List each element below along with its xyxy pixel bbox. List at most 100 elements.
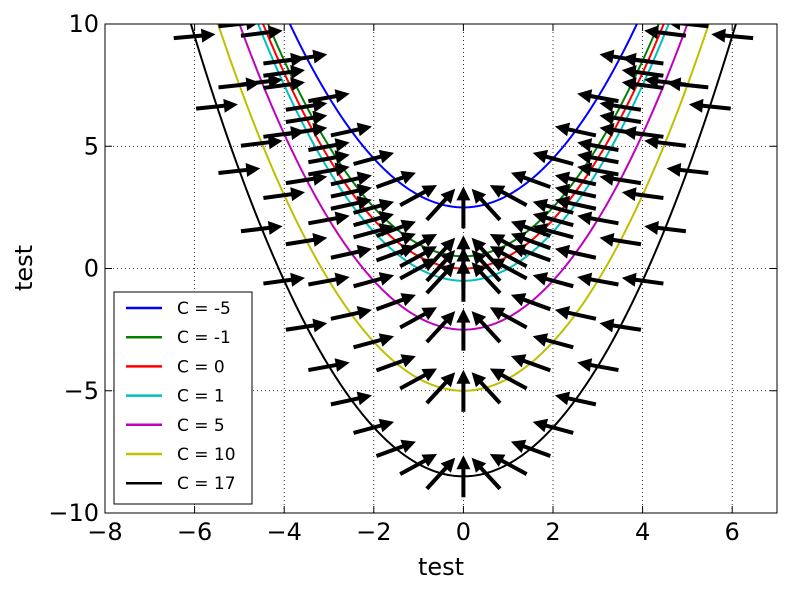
field-arrow: [330, 183, 372, 199]
field-arrow: [489, 185, 528, 207]
field-arrow: [554, 244, 597, 260]
field-arrow: [666, 163, 709, 177]
field-arrow: [399, 454, 437, 476]
field-arrow: [285, 318, 328, 333]
field-arrow: [666, 77, 709, 92]
field-arrow: [195, 98, 238, 113]
field-arrow: [425, 188, 456, 222]
y-tick-label: 5: [84, 132, 99, 160]
x-axis-label: test: [418, 553, 464, 581]
field-arrow: [375, 439, 416, 458]
field-arrow: [489, 454, 528, 476]
x-tick-label: −6: [177, 518, 212, 546]
field-arrow: [577, 272, 619, 287]
y-tick-label: 0: [84, 255, 99, 283]
legend-box: [113, 291, 253, 505]
field-arrow: [263, 52, 305, 67]
y-axis-ticks: −10 −5 0 5 10: [48, 10, 777, 527]
field-arrow: [577, 358, 619, 372]
legend-label: C = -5: [177, 299, 231, 319]
legend-label: C = 1: [177, 387, 225, 407]
field-arrow: [330, 171, 372, 187]
field-arrow: [285, 98, 328, 113]
field-arrow: [330, 391, 372, 407]
field-arrow: [510, 354, 551, 373]
field-arrow: [554, 391, 597, 407]
field-arrow: [621, 52, 664, 67]
field-arrow: [308, 272, 350, 287]
field-arrow: [375, 244, 416, 263]
field-arrow: [554, 122, 597, 138]
field-arrow: [621, 126, 664, 140]
field-arrow: [218, 77, 261, 92]
field-arrow: [644, 25, 687, 40]
field-arrow: [375, 354, 416, 373]
field-arrow: [621, 272, 664, 287]
field-arrow: [263, 65, 305, 79]
field-arrow: [240, 25, 283, 40]
field-arrow: [577, 162, 619, 177]
x-tick-label: 2: [545, 518, 560, 546]
field-arrow: [554, 196, 597, 211]
field-arrow: [330, 122, 372, 138]
field-arrow: [399, 258, 437, 281]
field-arrow: [218, 24, 257, 31]
field-arrow: [285, 233, 328, 247]
field-arrow: [599, 110, 642, 125]
field-arrow: [621, 187, 664, 202]
legend-label: C = -1: [177, 328, 231, 348]
field-arrow: [425, 372, 456, 405]
field-arrow: [173, 28, 216, 43]
x-axis-ticks: −8 −6 −4 −2 0 2 4 6: [87, 24, 740, 546]
field-arrow: [456, 308, 471, 351]
legend-label: C = 5: [177, 416, 225, 436]
x-tick-label: −4: [267, 518, 302, 546]
x-tick-label: 4: [635, 518, 650, 546]
field-arrow: [330, 244, 372, 260]
field-arrow: [456, 455, 471, 498]
field-arrow: [599, 318, 642, 333]
x-tick-label: 0: [456, 518, 471, 546]
field-arrow: [510, 439, 551, 458]
field-arrow: [456, 186, 471, 229]
field-arrow: [621, 77, 664, 92]
field-arrow: [599, 171, 642, 186]
field-arrow: [532, 223, 574, 240]
field-arrow: [456, 369, 471, 412]
field-arrow: [644, 135, 687, 150]
field-arrow: [471, 457, 502, 491]
field-arrow: [554, 306, 597, 321]
x-tick-label: −8: [87, 518, 122, 546]
x-tick-label: 6: [725, 518, 740, 546]
field-arrow: [577, 150, 619, 165]
field-arrow: [532, 198, 574, 215]
field-arrow: [471, 372, 502, 405]
field-arrow: [399, 246, 437, 269]
field-arrow: [471, 188, 502, 222]
field-arrow: [554, 183, 597, 199]
field-arrow: [489, 368, 528, 391]
field-arrow: [532, 418, 574, 435]
field-arrow: [308, 89, 350, 104]
field-arrow: [644, 221, 687, 235]
field-arrow: [353, 211, 395, 228]
legend-label: C = 0: [177, 357, 225, 377]
field-arrow: [425, 457, 456, 491]
y-tick-label: −5: [64, 377, 99, 405]
field-arrow: [510, 244, 551, 263]
field-arrow: [425, 250, 456, 283]
field-arrow: [308, 138, 350, 152]
field-arrow: [471, 311, 502, 344]
legend: C = -5 C = -1 C = 0 C = 1 C = 5 C = 10 C = 17: [113, 291, 253, 505]
field-arrow: [425, 311, 456, 344]
field-arrow: [670, 24, 709, 31]
field-arrow: [353, 272, 395, 289]
y-axis-label: test: [10, 245, 38, 291]
field-arrow: [399, 307, 437, 330]
field-arrow: [532, 333, 574, 350]
field-arrow: [330, 306, 372, 321]
field-arrow: [621, 65, 664, 79]
field-arrow: [353, 149, 395, 166]
field-arrow: [577, 211, 619, 226]
